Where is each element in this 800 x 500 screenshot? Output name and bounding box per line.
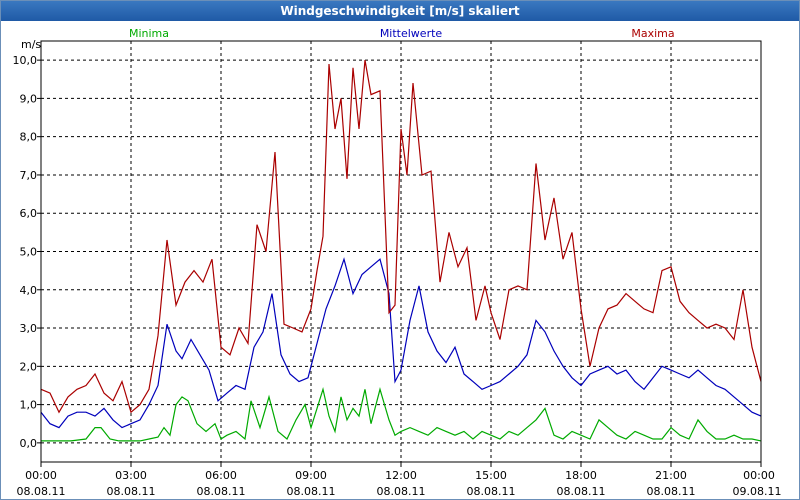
x-tick-date-label: 08.08.11 <box>17 485 66 498</box>
legend-entry-maxima: Maxima <box>631 27 674 40</box>
series-layer <box>40 59 762 442</box>
x-tick-date-label: 08.08.11 <box>557 485 606 498</box>
x-tick-time-label: 06:00 <box>205 469 237 482</box>
x-tick-time-label: 00:00 <box>25 469 57 482</box>
x-tick-time-label: 21:00 <box>655 469 687 482</box>
plot-area-border <box>40 40 762 463</box>
x-tick-time-label: 12:00 <box>385 469 417 482</box>
x-tick-date-label: 08.08.11 <box>107 485 156 498</box>
y-axis-label: m/s <box>21 38 41 51</box>
x-tick-date-label: 09.08.11 <box>733 485 782 498</box>
x-tick-date-label: 08.08.11 <box>287 485 336 498</box>
y-tick-label: 2,0 <box>20 360 38 373</box>
legend: Minima Mittelwerte Maxima <box>129 27 675 40</box>
x-tick-time-label: 00:00 <box>743 469 775 482</box>
x-tick-time-label: 18:00 <box>565 469 597 482</box>
y-tick-label: 5,0 <box>20 246 38 259</box>
series-line-maxima <box>40 59 762 414</box>
y-tick-label: 4,0 <box>20 284 38 297</box>
x-tick-date-label: 08.08.11 <box>647 485 696 498</box>
chart-canvas: m/s Minima Mittelwerte Maxima 0,0 1,0 2,0 3,0… <box>13 27 782 498</box>
x-tick-date-label: 08.08.11 <box>197 485 246 498</box>
y-tick-label: 7,0 <box>20 169 38 182</box>
y-tick-label: 9,0 <box>20 92 38 105</box>
x-axis: 00:00 08.08.11 03:00 08.08.11 06:00 08.08.11 0… <box>17 462 782 498</box>
y-axis: 0,0 1,0 2,0 3,0 4,0 5,0 6,0 7,0 8,0 9,0 10,0 <box>13 54 41 450</box>
y-tick-label: 10,0 <box>13 54 38 67</box>
x-tick-date-label: 08.08.11 <box>377 485 426 498</box>
x-tick-time-label: 09:00 <box>295 469 327 482</box>
grid <box>41 41 761 462</box>
legend-entry-mittelwerte: Mittelwerte <box>380 27 443 40</box>
y-tick-label: 3,0 <box>20 322 38 335</box>
series-line-minima <box>41 386 762 442</box>
y-tick-label: 6,0 <box>20 207 38 220</box>
y-tick-label: 8,0 <box>20 131 38 144</box>
y-tick-label: 1,0 <box>20 399 38 412</box>
series-line-mittelwerte <box>40 257 762 429</box>
legend-entry-minima: Minima <box>129 27 169 40</box>
x-tick-date-label: 08.08.11 <box>467 485 516 498</box>
x-tick-time-label: 03:00 <box>115 469 147 482</box>
x-tick-time-label: 15:00 <box>475 469 507 482</box>
y-tick-label: 0,0 <box>20 437 38 450</box>
chart-title: Windgeschwindigkeit [m/s] skaliert <box>1 1 799 21</box>
